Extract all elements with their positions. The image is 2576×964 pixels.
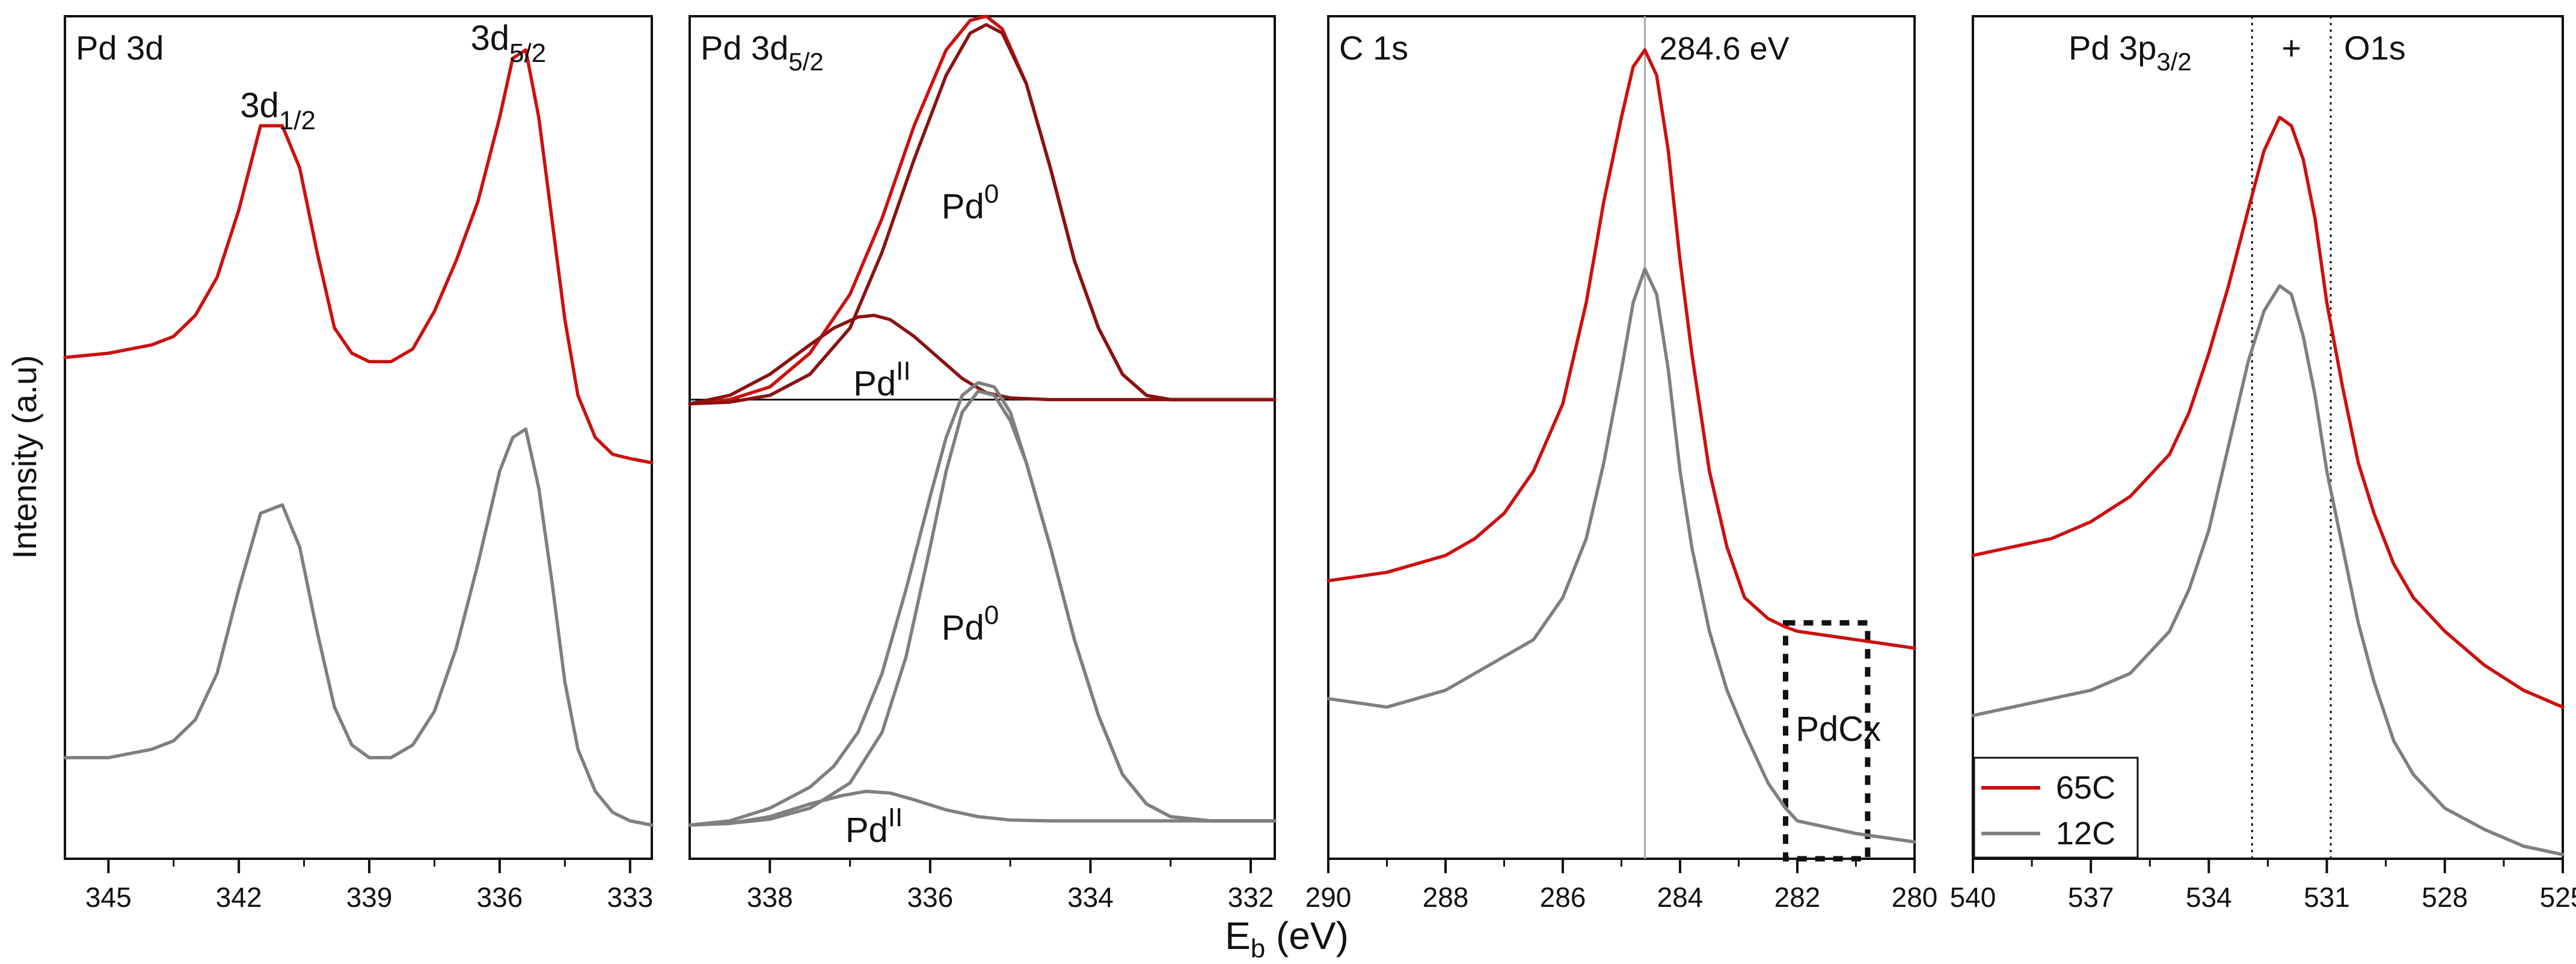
x-tick-label: 342 (216, 882, 262, 913)
y-axis-label: Intensity (a.u) (5, 355, 43, 559)
plot-frame (688, 15, 1276, 860)
series-line-65c (1971, 115, 2565, 709)
x-tick-label: 525 (2540, 882, 2576, 913)
x-tick-label: 282 (1774, 882, 1821, 913)
x-tick-label: 336 (477, 882, 523, 913)
panel-title-main: C 1s (1339, 29, 1408, 67)
annotation-main: 3d (471, 19, 510, 58)
panel-title: C 1s (1339, 29, 1408, 67)
annotation-sup: II (888, 803, 903, 832)
panel-title: Pd 3d (76, 29, 164, 67)
annotation-main: 3d (240, 86, 279, 125)
x-tick-label: 288 (1423, 882, 1469, 913)
series-line-12c (1326, 267, 1916, 844)
series-line-12c-pdii (688, 790, 1277, 827)
series-line-65c-pdii (688, 313, 1277, 406)
annotation-b3: Pd0 (942, 601, 999, 648)
panel-4: 540 537 534 531 528 525 Pd 3p3/2 + O1s 65C 12C (1950, 15, 2576, 913)
pd3p-label-main: Pd 3p (2068, 29, 2156, 67)
x-tick-label: 528 (2421, 882, 2468, 913)
plot-frame (64, 15, 653, 860)
plus-label: + (2281, 29, 2301, 67)
panel-title-main: Pd 3d (701, 29, 788, 67)
annotation-main: PdCx (1796, 710, 1881, 749)
x-tick-label: 338 (747, 882, 793, 913)
annotation-main: Pd (942, 187, 984, 226)
annotation-b1: Pd0 (942, 179, 999, 226)
annotation-b4: PdII (845, 803, 903, 850)
series-line-12c-envelope (688, 381, 1277, 827)
series-line-12c (63, 427, 654, 827)
annotation-main: Pd (853, 364, 896, 403)
annotation-a1: 3d1/2 (240, 86, 316, 135)
x-tick-label: 280 (1892, 882, 1938, 913)
annotation-main: Pd (942, 609, 984, 648)
x-tick-label: 339 (346, 882, 393, 913)
series-line-65c (1326, 48, 1916, 650)
annotation-c1: PdCx (1796, 710, 1881, 749)
x-tick-label: 531 (2304, 882, 2350, 913)
annotation-b2: PdII (853, 356, 910, 403)
pd3p-label-sub: 3/2 (2156, 48, 2191, 76)
annotation-sup: 0 (984, 601, 999, 630)
o1s-label: O1s (2344, 29, 2406, 67)
pdcx-box (1783, 620, 1871, 862)
annotation-sup: II (896, 356, 910, 385)
series-line-65c (63, 48, 654, 465)
legend-label-12c: 12C (2056, 815, 2115, 852)
annotation-main: Pd (845, 811, 888, 850)
annotation-sub: 1/2 (279, 106, 316, 135)
x-tick-label: 284 (1657, 882, 1704, 913)
legend-label-65c: 65C (2056, 770, 2115, 806)
series-line-12c (1971, 284, 2565, 856)
reference-line-label: 284.6 eV (1660, 31, 1789, 67)
series-line-12c-pd0 (688, 389, 1277, 827)
x-tick-label: 290 (1305, 882, 1352, 913)
annotation-sup: 0 (984, 179, 999, 209)
x-tick-label: 540 (1950, 882, 1996, 913)
legend-box (1973, 757, 2139, 859)
x-tick-label: 334 (1067, 882, 1114, 913)
pd3p-label: Pd 3p3/2 (2068, 29, 2192, 76)
panel-3: 290 288 286 284 282 280 C 1s 284.6 eV PdCx (1305, 15, 1938, 913)
panel-title-main: Pd 3d (76, 29, 164, 67)
x-axis-label: Eb (eV) (1225, 914, 1349, 963)
x-tick-label: 333 (607, 882, 653, 913)
x-tick-label: 286 (1540, 882, 1586, 913)
x-tick-label: 336 (907, 882, 953, 913)
x-tick-label: 534 (2186, 882, 2232, 913)
x-tick-label: 537 (2068, 882, 2114, 913)
annotation-a2: 3d5/2 (471, 19, 547, 68)
annotation-sub: 5/2 (509, 38, 546, 68)
x-tick-label: 345 (85, 882, 132, 913)
x-tick-label: 332 (1228, 882, 1274, 913)
panel-title-sub: 5/2 (788, 48, 823, 76)
panel-title: Pd 3d5/2 (701, 29, 824, 76)
